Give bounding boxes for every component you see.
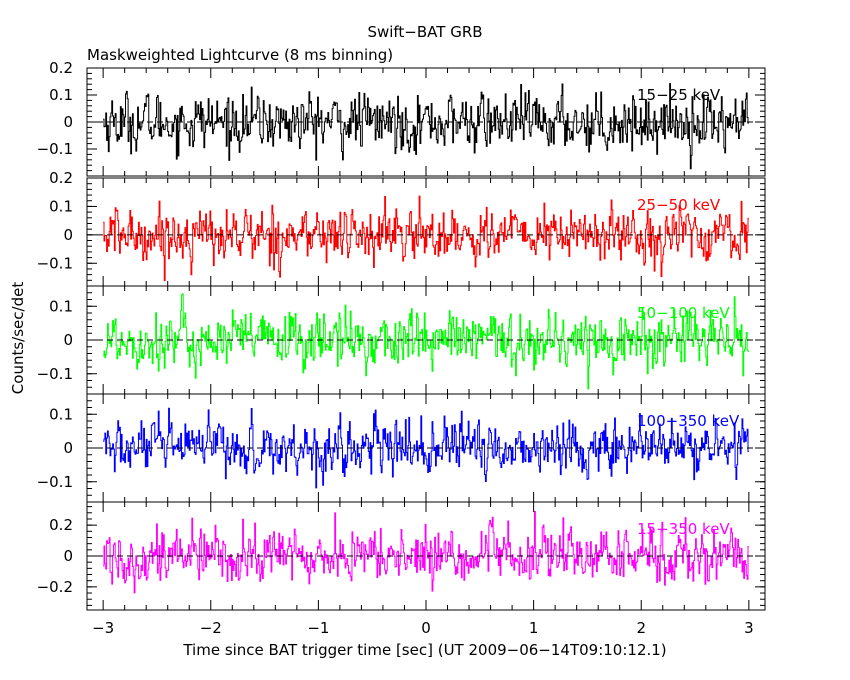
y-tick-label: 0.2	[49, 169, 73, 187]
y-tick-label: 0	[63, 331, 73, 349]
y-tick-label: −0.1	[37, 473, 73, 491]
y-tick-label: 0.1	[49, 405, 73, 423]
y-axis-label: Counts/sec/det	[9, 282, 27, 395]
panel-5: 15−350 keV 0.2 0 −0.2	[37, 501, 766, 611]
y-tick-label: 0.1	[49, 197, 73, 215]
y-tick-label: 0	[63, 113, 73, 131]
figure-title: Swift−BAT GRB	[367, 23, 482, 41]
x-tick-label: 3	[744, 619, 754, 637]
energy-band-label: 15−25 keV	[637, 86, 721, 104]
panel-4: 100−350 keV 0.1 0 −0.1	[37, 393, 766, 503]
energy-band-label: 50−100 keV	[637, 304, 730, 322]
y-tick-label: −0.1	[37, 254, 73, 272]
panels-group: 15−25 keV 0.2 0.1 0 −0.1 25−50 keV 0.2 0.1 0 −0.1…	[37, 59, 766, 611]
y-tick-label: −0.1	[37, 140, 73, 158]
x-tick-label: 1	[529, 619, 539, 637]
y-tick-label: −0.2	[37, 578, 73, 596]
energy-band-label: 25−50 keV	[637, 196, 721, 214]
x-tick-label: 2	[636, 619, 646, 637]
series-line-panel-3	[103, 293, 749, 390]
y-tick-label: 0.2	[49, 516, 73, 534]
panel-1: 15−25 keV 0.2 0.1 0 −0.1	[37, 59, 766, 177]
y-tick-label: 0	[63, 439, 73, 457]
figure-subtitle: Maskweighted Lightcurve (8 ms binning)	[87, 46, 393, 64]
x-tick-labels: −3 −2 −1 0 1 2 3	[92, 619, 754, 637]
x-axis-label: Time since BAT trigger time [sec] (UT 20…	[182, 641, 666, 659]
x-tick-label: −1	[307, 619, 329, 637]
series-line-panel-5	[103, 511, 749, 594]
y-tick-label: 0.2	[49, 59, 73, 77]
series-line-panel-1	[103, 83, 749, 170]
y-tick-label: 0.1	[49, 86, 73, 104]
energy-band-label: 15−350 keV	[637, 520, 730, 538]
y-tick-label: 0.1	[49, 297, 73, 315]
series-line-panel-4	[103, 407, 749, 489]
y-tick-label: 0	[63, 226, 73, 244]
y-tick-label: −0.1	[37, 365, 73, 383]
energy-band-label: 100−350 keV	[637, 412, 740, 430]
panel-2: 25−50 keV 0.2 0.1 0 −0.1	[37, 169, 766, 287]
y-tick-label: 0	[63, 547, 73, 565]
panel-3: 50−100 keV 0.1 0 −0.1	[37, 285, 766, 395]
x-tick-label: 0	[421, 619, 431, 637]
x-tick-label: −3	[92, 619, 114, 637]
x-tick-label: −2	[200, 619, 222, 637]
